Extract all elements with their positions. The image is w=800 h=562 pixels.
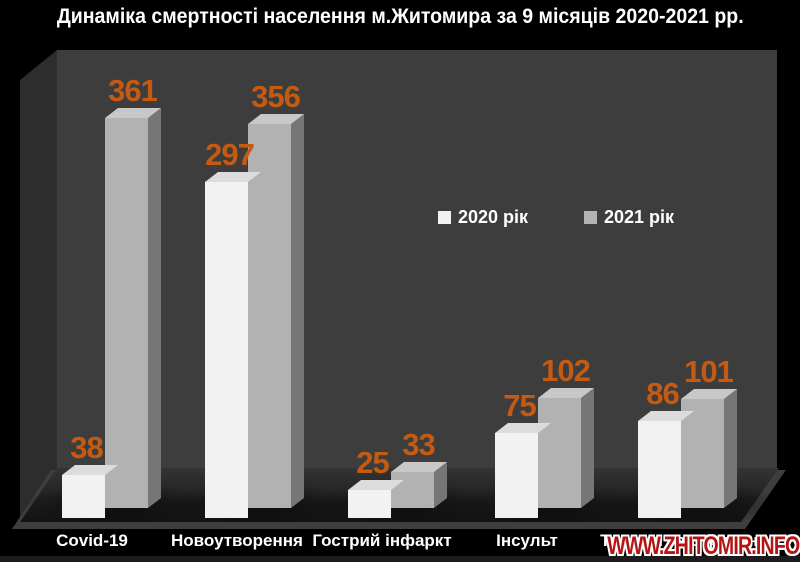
legend-swatch-2020 — [438, 211, 451, 224]
value-label: 38 — [70, 430, 103, 465]
bar-2020-травми-та-отруєння — [638, 421, 681, 518]
value-label: 75 — [503, 388, 536, 423]
legend-item-2020: 2020 рік — [438, 207, 528, 228]
bar-2021-травми-та-отруєння-top — [681, 389, 737, 399]
bar-2020-covid-19 — [62, 475, 105, 518]
legend-item-2021: 2021 рік — [584, 207, 674, 228]
bar-2020-covid-19-top — [62, 465, 118, 475]
value-label: 102 — [541, 353, 590, 388]
chart-title: Динаміка смертності населення м.Житомира… — [56, 5, 744, 28]
bar-2021-covid-19 — [105, 118, 148, 508]
bottom-strip — [0, 556, 800, 562]
legend-swatch-2021 — [584, 211, 597, 224]
bar-2020-травми-та-отруєння-top — [638, 411, 694, 421]
category-label-acute-infarction: Гострий інфаркт — [312, 531, 452, 550]
bar-2021-інсульт-top — [538, 388, 594, 398]
bar-2021-новоутворення-top — [248, 114, 304, 124]
bar-2020-новоутворення — [205, 182, 248, 518]
watermark: WWW.ZHITOMIR.INFO — [606, 532, 800, 560]
bar-2021-новоутворення-side — [291, 114, 304, 508]
value-label: 101 — [684, 354, 733, 389]
bar-2021-гострий-інфаркт-side — [434, 462, 447, 508]
category-label-covid-19: Covid-19 — [56, 531, 128, 550]
bar-2020-новоутворення-top — [205, 172, 261, 182]
bar-2020-гострий-інфаркт-top — [348, 480, 404, 490]
bar-2021-новоутворення — [248, 124, 291, 508]
bar-2021-інсульт — [538, 398, 581, 508]
bar-2020-гострий-інфаркт — [348, 490, 391, 518]
value-label: 33 — [402, 427, 435, 462]
bar-2021-травми-та-отруєння-side — [724, 389, 737, 508]
value-label: 361 — [108, 73, 157, 108]
value-label: 25 — [356, 445, 389, 480]
bar-2021-covid-19-top — [105, 108, 161, 118]
bar-2021-травми-та-отруєння — [681, 399, 724, 508]
bar-2020-інсульт-top — [495, 423, 551, 433]
chart-back-wall — [57, 50, 777, 470]
bar-2021-гострий-інфаркт-top — [391, 462, 447, 472]
category-label-neoplasms: Новоутворення — [171, 531, 303, 550]
bar-2021-covid-19-side — [148, 108, 161, 508]
category-label-stroke: Інсульт — [496, 531, 558, 550]
legend-label-2021: 2021 рік — [604, 207, 675, 227]
bar-2021-гострий-інфаркт — [391, 472, 434, 508]
value-label: 86 — [646, 376, 679, 411]
legend-label-2020: 2020 рік — [458, 207, 529, 227]
value-label: 297 — [205, 137, 254, 172]
value-label: 356 — [251, 79, 300, 114]
bar-2021-інсульт-side — [581, 388, 594, 508]
bar-2020-інсульт — [495, 433, 538, 518]
chart-left-wall — [20, 50, 57, 524]
category-label-injuries: Травми та отруєння — [600, 531, 768, 550]
